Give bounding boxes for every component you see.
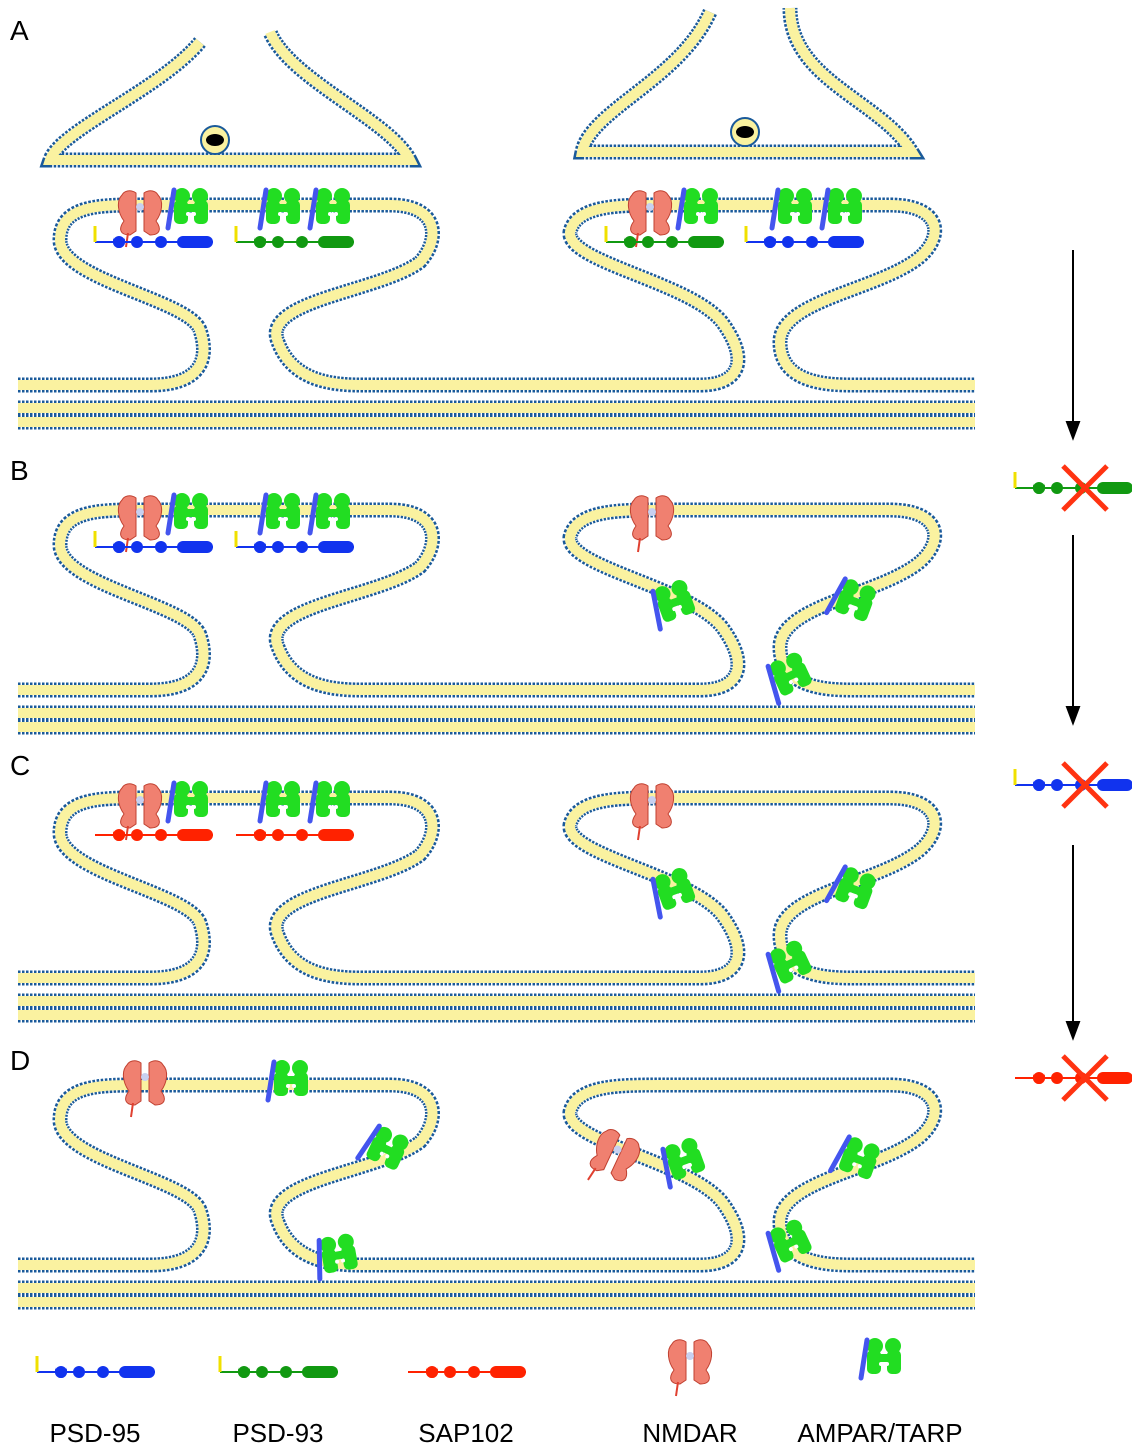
scaffold [408,1366,526,1378]
legend-label: PSD-93 [232,1418,323,1448]
legend-label: NMDAR [642,1418,737,1448]
ampar [310,188,350,228]
scaffold [746,236,864,248]
ampar [822,188,862,228]
scaffold [236,541,354,553]
scaffold [95,829,213,841]
ampar [861,1338,901,1378]
panel-label: C [10,750,30,781]
vesicle-core [736,126,754,138]
panel-label: D [10,1045,30,1076]
ampar [168,493,208,533]
ampar [310,781,350,821]
scaffold [1015,779,1132,791]
scaffold [220,1366,338,1378]
figure: A B C D PSD-95 PSD-93 SAP102 NMDAR AMPAR… [0,0,1132,1452]
vesicle-core [206,134,224,146]
membrane-core [18,205,975,385]
scaffold [95,236,213,248]
ampar [310,493,350,533]
scaffold [606,236,724,248]
ampar [168,781,208,821]
membrane [50,32,410,160]
membrane [18,205,975,385]
membrane-core [18,1085,975,1265]
ampar [168,188,208,228]
scaffold [236,236,354,248]
membrane-edge [50,32,410,160]
panel-label: B [10,455,29,486]
membrane [18,1085,975,1265]
ampar [762,650,815,703]
scaffold [236,829,354,841]
legend-label: SAP102 [418,1418,513,1448]
ampar [762,938,815,991]
legend-label: AMPAR/TARP [797,1418,962,1448]
membrane [18,1001,975,1015]
ampar [260,188,300,228]
ampar [772,188,812,228]
membrane [18,1288,975,1302]
panel-label: A [10,15,29,46]
membrane [18,713,975,727]
legend-label: PSD-95 [49,1418,140,1448]
ampar [260,493,300,533]
scaffold [37,1366,155,1378]
scaffold [95,541,213,553]
arrows [1067,250,1079,1038]
nmdar [668,1340,711,1396]
scaffold [1015,482,1132,494]
membrane [18,408,975,422]
ampar [268,1060,308,1100]
ampar [313,1233,359,1279]
scaffold [1015,1072,1132,1084]
membrane-core [50,32,410,160]
ampar [260,781,300,821]
ampar [678,188,718,228]
